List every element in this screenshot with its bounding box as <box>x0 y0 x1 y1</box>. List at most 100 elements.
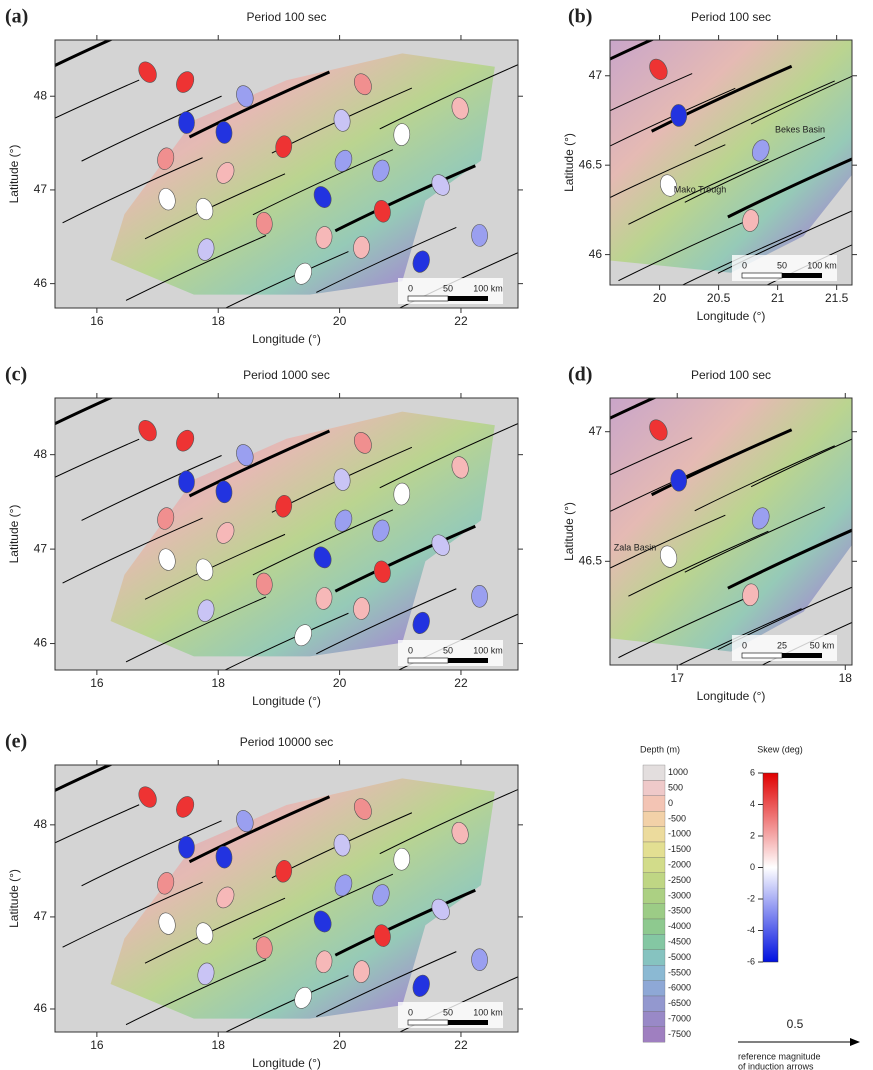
depth-swatch <box>643 1011 665 1026</box>
scale-label: 25 <box>777 640 787 650</box>
skew-colorbar <box>763 773 778 962</box>
depth-label: -7500 <box>668 1029 691 1039</box>
figure: (a) Period 100 sec Longitude (°) Latitude (… <box>0 0 873 1070</box>
depth-label: -2500 <box>668 875 691 885</box>
x-tick-label: 22 <box>454 314 468 328</box>
scale-white <box>742 273 782 278</box>
x-tick-label: 20.5 <box>707 291 731 305</box>
scale-label: 0 <box>408 645 413 655</box>
scale-white <box>408 296 448 301</box>
y-tick-label: 48 <box>34 88 48 102</box>
x-tick-label: 17 <box>671 671 685 685</box>
scale-label: 100 km <box>473 1007 503 1017</box>
y-tick-label: 46 <box>34 1001 48 1015</box>
depth-swatch <box>643 888 665 903</box>
x-tick-label: 21.5 <box>825 291 849 305</box>
x-tick-label: 18 <box>212 1038 226 1052</box>
depth-label: -4000 <box>668 921 691 931</box>
panel-title: Period 100 sec <box>691 368 771 382</box>
x-tick-label: 18 <box>212 676 226 690</box>
y-axis-label: Latitude (°) <box>562 133 576 192</box>
y-tick-label: 48 <box>34 817 48 831</box>
depth-label: 0 <box>668 798 673 808</box>
y-tick-label: 47 <box>34 541 48 555</box>
y-tick-label: 46 <box>34 636 48 650</box>
y-tick-label: 47 <box>34 909 48 923</box>
skew-tick-label: 2 <box>750 830 755 840</box>
y-tick-label: 48 <box>34 447 48 461</box>
depth-swatch <box>643 842 665 857</box>
x-tick-label: 20 <box>333 1038 347 1052</box>
x-axis-label: Longitude (°) <box>252 1056 321 1070</box>
scale-black <box>782 273 822 278</box>
scale-black <box>448 658 488 663</box>
depth-label: 1000 <box>668 767 688 777</box>
y-tick-label: 46.5 <box>579 553 603 567</box>
x-tick-label: 20 <box>333 314 347 328</box>
scale-label: 0 <box>742 260 747 270</box>
panel-label: (d) <box>568 364 592 386</box>
map-panel: (b)Period 100 secLongitude (°)Latitude (… <box>552 6 873 324</box>
scale-black <box>782 653 822 658</box>
x-axis-label: Longitude (°) <box>252 332 321 346</box>
place-name: Bekes Basin <box>775 124 825 134</box>
depth-swatch <box>643 1027 665 1042</box>
depth-swatch <box>643 996 665 1011</box>
scale-label: 0 <box>408 283 413 293</box>
y-tick-label: 46 <box>589 247 603 261</box>
scale-label: 50 <box>777 260 787 270</box>
skew-tick-label: -6 <box>747 956 755 966</box>
place-name: Zala Basin <box>614 542 657 552</box>
panel-label: (b) <box>568 6 592 28</box>
depth-swatch <box>643 873 665 888</box>
phase-tensor <box>471 949 487 971</box>
scale-label: 50 <box>443 283 453 293</box>
x-axis-label: Longitude (°) <box>697 309 766 323</box>
x-tick-label: 21 <box>771 291 785 305</box>
scale-label: 100 km <box>473 283 503 293</box>
skew-tick-label: -4 <box>747 925 755 935</box>
x-tick-label: 16 <box>90 314 104 328</box>
depth-swatch <box>643 950 665 965</box>
y-axis-label: Latitude (°) <box>562 502 576 561</box>
map-content <box>0 743 539 1040</box>
depth-swatch <box>643 811 665 826</box>
depth-swatch <box>643 919 665 934</box>
x-tick-label: 16 <box>90 1038 104 1052</box>
scale-label: 0 <box>408 1007 413 1017</box>
x-axis-label: Longitude (°) <box>252 694 321 708</box>
scale-white <box>408 658 448 663</box>
depth-swatch <box>643 857 665 872</box>
panel-title: Period 100 sec <box>246 10 326 24</box>
x-tick-label: 20 <box>333 676 347 690</box>
arrow-value: 0.5 <box>787 1017 804 1031</box>
y-tick-label: 47 <box>589 424 603 438</box>
depth-label: -1000 <box>668 829 691 839</box>
map-panel: (c)Period 1000 secLongitude (°)Latitude … <box>0 364 539 709</box>
depth-label: -7000 <box>668 1013 691 1023</box>
y-tick-label: 47 <box>589 68 603 82</box>
depth-label: -500 <box>668 813 686 823</box>
depth-label: -3000 <box>668 890 691 900</box>
map-content <box>552 376 873 673</box>
scale-label: 0 <box>742 640 747 650</box>
panel-label: (e) <box>5 731 27 753</box>
skew-tick-label: 6 <box>750 767 755 777</box>
depth-label: -4500 <box>668 936 691 946</box>
arrow-caption: of induction arrows <box>738 1061 814 1070</box>
panel-title: Period 10000 sec <box>240 735 333 749</box>
scale-label: 50 km <box>810 640 835 650</box>
map-content <box>0 18 539 316</box>
arrow-caption: reference magnitude <box>738 1051 821 1061</box>
scale-black <box>448 296 488 301</box>
skew-tick-label: 4 <box>750 799 755 809</box>
scale-label: 100 km <box>807 260 837 270</box>
panel-title: Period 1000 sec <box>243 368 330 382</box>
panel-label: (a) <box>5 6 28 28</box>
y-tick-label: 47 <box>34 182 48 196</box>
x-tick-label: 18 <box>212 314 226 328</box>
depth-swatch <box>643 765 665 780</box>
depth-swatch <box>643 934 665 949</box>
depth-swatch <box>643 981 665 996</box>
